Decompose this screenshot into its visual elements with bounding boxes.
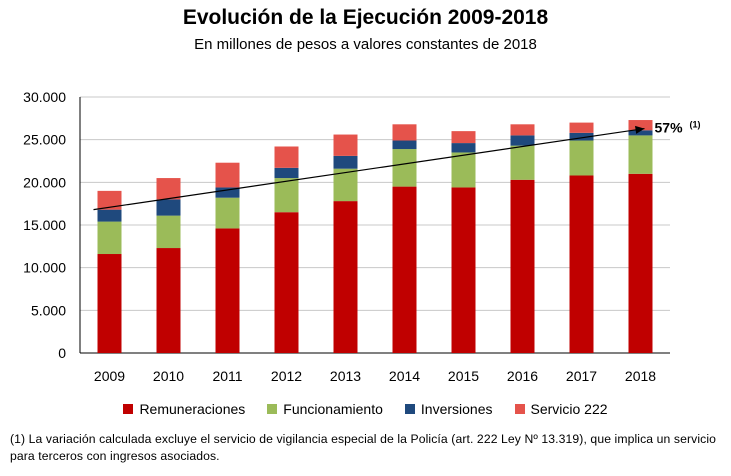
bar-segment-inversiones — [451, 143, 476, 153]
bar-segment-inversiones — [215, 187, 240, 198]
trend-arrowhead — [635, 125, 645, 134]
bar-segment-servicio-222 — [392, 124, 417, 141]
bar-segment-inversiones — [274, 167, 299, 179]
bar-segment-funcionamiento — [215, 197, 240, 229]
legend-label-funcionamiento: Funcionamiento — [283, 401, 383, 417]
x-tick-label: 2011 — [212, 368, 242, 384]
y-tick-label: 5.000 — [31, 302, 66, 318]
footnote: (1) La variación calculada excluye el se… — [10, 432, 717, 463]
chart-title: Evolución de la Ejecución 2009-2018 — [182, 6, 549, 29]
x-tick-label: 2016 — [507, 368, 538, 384]
legend-item-remuneraciones: Remuneraciones — [123, 401, 245, 417]
chart-subtitle: En millones de pesos a valores constante… — [194, 36, 537, 53]
bar-segment-funcionamiento — [451, 152, 476, 188]
bar-segment-inversiones — [333, 155, 358, 169]
bar-segment-servicio-222 — [156, 178, 181, 200]
bar-segment-funcionamiento — [156, 215, 181, 249]
y-tick-label: 10.000 — [23, 260, 66, 276]
bar-segment-remuneraciones — [569, 175, 594, 353]
bar-segment-funcionamiento — [569, 140, 594, 176]
bar-segment-remuneraciones — [215, 228, 240, 353]
bar-segment-remuneraciones — [510, 179, 535, 353]
bar-segment-servicio-222 — [451, 131, 476, 144]
trend-line — [93, 127, 645, 211]
bar-segment-funcionamiento — [510, 145, 535, 180]
y-tick-label: 30.000 — [23, 89, 66, 105]
x-tick-label: 2012 — [271, 368, 302, 384]
legend-label-remuneraciones: Remuneraciones — [139, 401, 246, 417]
y-tick-label: 25.000 — [23, 132, 66, 148]
bar-segment-servicio-222 — [97, 190, 122, 210]
bar-segment-remuneraciones — [97, 254, 122, 353]
bar-segment-inversiones — [628, 130, 653, 136]
x-tick-label: 2013 — [330, 368, 361, 384]
bar-segment-servicio-222 — [215, 162, 240, 188]
x-tick-label: 2018 — [625, 368, 656, 384]
x-tick-label: 2015 — [448, 368, 479, 384]
legend-swatch-remuneraciones — [123, 404, 134, 414]
y-tick-label: 20.000 — [23, 174, 66, 190]
trend-footnote-marker: (1) — [690, 120, 701, 130]
y-tick-label: 15.000 — [23, 217, 66, 233]
bar-segment-inversiones — [392, 140, 417, 150]
bar-segment-servicio-222 — [628, 120, 653, 131]
bar-segment-funcionamiento — [392, 149, 417, 187]
legend-item-inversiones: Inversiones — [404, 401, 493, 417]
bar-segment-servicio-222 — [274, 146, 299, 168]
bar-segment-remuneraciones — [333, 201, 358, 353]
legend-swatch-inversiones — [404, 404, 415, 414]
legend-swatch-funcionamiento — [267, 404, 278, 414]
x-tick-label: 2009 — [94, 368, 125, 384]
bar-segment-servicio-222 — [569, 122, 594, 133]
x-tick-label: 2017 — [566, 368, 597, 384]
bar-segment-servicio-222 — [510, 124, 535, 136]
legend-item-servicio-222: Servicio 222 — [514, 401, 608, 417]
legend-label-servicio-222: Servicio 222 — [530, 401, 608, 417]
legend: Remuneraciones Funcionamiento Inversione… — [0, 401, 731, 417]
bar-segment-inversiones — [569, 132, 594, 141]
bar-segment-remuneraciones — [451, 187, 476, 353]
bar-segment-remuneraciones — [156, 248, 181, 353]
bar-segment-inversiones — [510, 135, 535, 146]
legend-swatch-servicio-222 — [514, 404, 525, 414]
bar-segment-remuneraciones — [628, 173, 653, 353]
bar-segment-inversiones — [97, 209, 122, 222]
trend-percentage-label: 57% — [655, 120, 684, 136]
bar-segment-remuneraciones — [274, 212, 299, 353]
bar-segment-funcionamiento — [274, 178, 299, 213]
y-tick-label: 0 — [58, 345, 66, 361]
stacked-bar-chart: 0 5.000 10.000 15.000 20.000 25.000 30.000 2009… — [23, 89, 701, 384]
bar-segment-servicio-222 — [333, 134, 358, 156]
legend-label-inversiones: Inversiones — [420, 401, 493, 417]
bar-segment-funcionamiento — [628, 135, 653, 174]
x-tick-label: 2010 — [153, 368, 184, 384]
x-tick-label: 2014 — [389, 368, 420, 384]
bar-segment-funcionamiento — [97, 221, 122, 255]
bar-segment-inversiones — [156, 199, 181, 216]
bar-segment-remuneraciones — [392, 186, 417, 353]
legend-item-funcionamiento: Funcionamiento — [267, 401, 383, 417]
